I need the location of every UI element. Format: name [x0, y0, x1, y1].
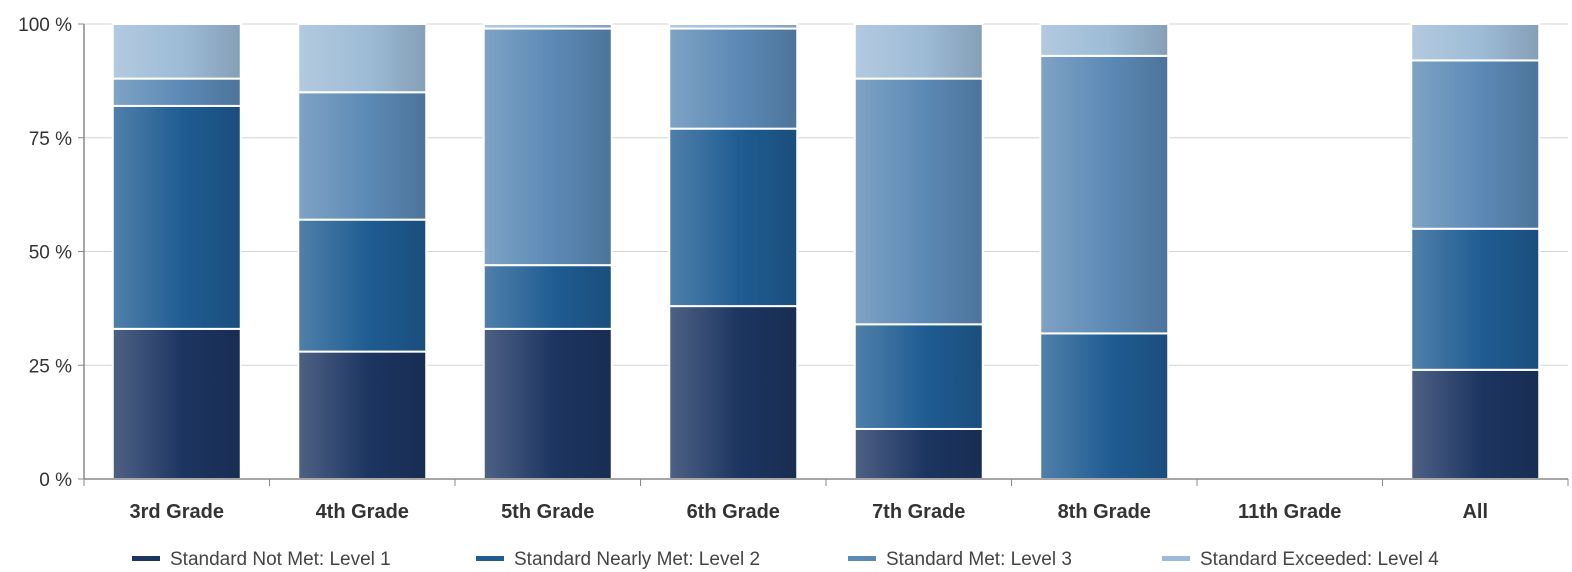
bar-segment — [482, 264, 613, 330]
bar-segment — [853, 323, 984, 430]
bar-segment — [297, 91, 428, 221]
legend-swatch — [848, 556, 876, 561]
bars — [111, 23, 1541, 481]
bar-segment — [111, 23, 242, 80]
x-tick-label: 3rd Grade — [130, 501, 224, 523]
x-tick-label: 5th Grade — [501, 501, 594, 523]
legend-label: Standard Exceeded: Level 4 — [1200, 549, 1439, 570]
bar-segment — [853, 427, 984, 481]
bar-segment — [1039, 23, 1170, 57]
legend-label: Standard Not Met: Level 1 — [170, 549, 391, 570]
bar-segment — [297, 350, 428, 481]
bar-segment — [668, 23, 799, 30]
y-tick-label: 25 % — [29, 356, 72, 377]
bar-segment — [853, 77, 984, 326]
x-axis-ticks: 3rd Grade 4th Grade 5th Grade 6th Grade 7th … — [130, 501, 1489, 523]
bar-segment — [482, 27, 613, 267]
bar-segment — [1410, 59, 1541, 230]
bar-segment — [1039, 332, 1170, 480]
legend: Standard Not Met: Level 1 Standard Nearly… — [132, 549, 1439, 570]
legend-swatch — [132, 556, 160, 561]
bar-segment — [111, 327, 242, 480]
bar-segment — [668, 305, 799, 480]
bar-segment — [482, 23, 613, 30]
legend-swatch — [476, 556, 504, 561]
y-tick-label: 0 % — [39, 470, 72, 491]
bar-segment — [111, 104, 242, 330]
y-tick-label: 75 % — [29, 129, 72, 150]
x-tick-label: 11th Grade — [1238, 501, 1341, 523]
bar-segment — [853, 23, 984, 80]
x-tick-label: 6th Grade — [687, 501, 780, 523]
legend-swatch — [1162, 556, 1190, 561]
x-tick-label: 4th Grade — [316, 501, 409, 523]
bar-segment — [1039, 54, 1170, 335]
bar-segment — [1410, 227, 1541, 371]
y-axis-ticks: 0 % 25 % 50 % 75 % 100 % — [18, 15, 84, 491]
bar-segment — [1410, 23, 1541, 62]
legend-label: Standard Nearly Met: Level 2 — [514, 549, 760, 570]
x-tick-label: 8th Grade — [1058, 501, 1151, 523]
bar-segment — [297, 23, 428, 94]
bar-segment — [482, 327, 613, 480]
bar-segment — [668, 127, 799, 308]
y-tick-label: 100 % — [18, 15, 72, 36]
bar-segment — [1410, 368, 1541, 480]
x-tick-label: 7th Grade — [872, 501, 965, 523]
bar-segment — [297, 218, 428, 353]
legend-label: Standard Met: Level 3 — [886, 549, 1072, 570]
bar-segment — [668, 27, 799, 130]
bar-segment — [111, 77, 242, 107]
x-tick-label: All — [1462, 501, 1488, 523]
y-tick-label: 50 % — [29, 243, 72, 264]
